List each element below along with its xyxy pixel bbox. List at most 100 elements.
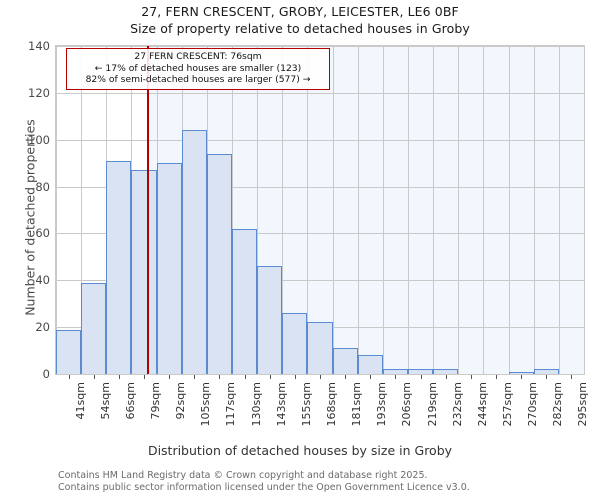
x-tick-mark: [169, 375, 171, 379]
histogram-bar: [131, 170, 157, 374]
gridline: [382, 46, 384, 374]
x-tick-mark: [68, 375, 70, 379]
x-tick-mark: [445, 375, 447, 379]
x-tick-label: 232sqm: [450, 382, 464, 427]
page-subtitle: Size of property relative to detached ho…: [130, 21, 470, 36]
gridline: [56, 46, 57, 374]
gridline: [232, 46, 233, 374]
page-title: 27, FERN CRESCENT, GROBY, LEICESTER, LE6…: [141, 4, 459, 19]
y-tick-label: 80: [35, 179, 50, 194]
gridline: [282, 46, 284, 374]
histogram-bar: [307, 322, 333, 374]
x-tick-label: 181sqm: [350, 382, 364, 427]
gridline: [458, 46, 460, 374]
x-tick-label: 206sqm: [400, 382, 414, 427]
x-tick-mark: [496, 375, 497, 379]
y-tick-label: 20: [35, 320, 50, 335]
x-tick-label: 79sqm: [149, 382, 162, 420]
histogram-bar: [81, 282, 107, 374]
gridline: [508, 46, 510, 374]
x-tick-label: 193sqm: [375, 382, 389, 427]
gridline: [332, 46, 334, 374]
histogram-bar: [357, 355, 383, 374]
histogram-bar: [257, 266, 283, 374]
histogram-bar: [433, 369, 459, 374]
x-tick-mark: [470, 375, 472, 379]
histogram-bar: [206, 153, 232, 374]
x-tick-mark: [395, 375, 397, 379]
footer-line-1: Contains HM Land Registry data © Crown c…: [58, 470, 428, 481]
y-tick-label: 0: [42, 367, 50, 381]
x-tick-label: 92sqm: [174, 382, 188, 420]
x-tick-label: 168sqm: [325, 382, 338, 427]
annotation-box: 27 FERN CRESCENT: 76sqm ← 17% of detache…: [66, 48, 330, 90]
x-tick-mark: [93, 375, 95, 379]
gridline: [56, 139, 584, 141]
footer-line-2: Contains public sector information licen…: [58, 482, 470, 494]
x-tick-label: 130sqm: [249, 382, 263, 427]
x-tick-mark: [370, 375, 372, 379]
histogram-bar: [332, 348, 358, 374]
x-tick-label: 117sqm: [224, 382, 238, 427]
y-axis-ticks: 0 20 40 60 80 100 120 140: [0, 0, 50, 500]
histogram-bar: [232, 228, 258, 374]
gridline: [56, 280, 584, 282]
histogram-bar: [533, 369, 559, 374]
y-tick-label: 100: [28, 132, 50, 147]
gridline: [483, 46, 485, 374]
gridline: [56, 92, 584, 94]
histogram-bar: [282, 313, 308, 374]
x-tick-mark: [420, 375, 422, 379]
x-tick-label: 41sqm: [73, 382, 87, 420]
annotation-line-1: 27 FERN CRESCENT: 76sqm: [134, 51, 262, 62]
plot-area: [55, 45, 585, 375]
x-tick-label: 219sqm: [425, 382, 439, 427]
gridline: [56, 233, 584, 235]
x-tick-label: 105sqm: [199, 382, 213, 427]
x-tick-mark: [546, 375, 548, 379]
y-tick-label: 60: [35, 226, 50, 241]
annotation-line-3: 82% of semi-detached houses are larger (…: [85, 74, 311, 85]
x-tick-label: 54sqm: [98, 382, 112, 420]
x-tick-mark: [118, 375, 120, 379]
histogram-bar: [106, 160, 132, 374]
x-tick-mark: [294, 375, 296, 379]
x-tick-label: 155sqm: [299, 382, 313, 427]
y-tick-label: 140: [28, 39, 50, 53]
histogram-bar: [56, 329, 82, 374]
histogram-bar: [382, 369, 408, 374]
x-axis-label: Distribution of detached houses by size …: [147, 443, 453, 458]
histogram-bar: [181, 130, 207, 374]
x-tick-mark: [244, 375, 246, 379]
x-tick-label: 270sqm: [526, 382, 540, 427]
property-marker-line: [147, 46, 150, 374]
gridline: [307, 46, 309, 374]
x-tick-mark: [345, 375, 347, 379]
histogram-bar: [508, 371, 534, 374]
x-tick-label: 244sqm: [475, 382, 489, 427]
x-tick-label: 295sqm: [576, 382, 590, 427]
gridline: [408, 46, 409, 374]
x-tick-mark: [571, 375, 573, 379]
annotation-line-2: ← 17% of detached houses are smaller (12…: [94, 62, 302, 74]
y-tick-label: 120: [28, 85, 50, 100]
x-tick-label: 257sqm: [501, 382, 514, 427]
x-tick-label: 143sqm: [274, 382, 288, 427]
gridline: [533, 46, 535, 374]
gridline: [558, 46, 560, 374]
gridline: [357, 46, 359, 374]
y-tick-label: 40: [35, 273, 50, 288]
histogram-bar: [408, 369, 434, 374]
footer-attribution: Contains HM Land Registry data © Crown c…: [58, 470, 470, 494]
gridline: [257, 46, 259, 374]
gridline: [433, 46, 435, 374]
gridline: [56, 46, 584, 47]
gridline: [81, 46, 83, 374]
x-tick-mark: [144, 375, 145, 379]
x-tick-mark: [219, 375, 221, 379]
x-tick-mark: [194, 375, 196, 379]
x-tick-mark: [269, 375, 271, 379]
y-axis-label: Number of detached properties: [22, 119, 38, 316]
histogram-bar: [156, 163, 182, 374]
